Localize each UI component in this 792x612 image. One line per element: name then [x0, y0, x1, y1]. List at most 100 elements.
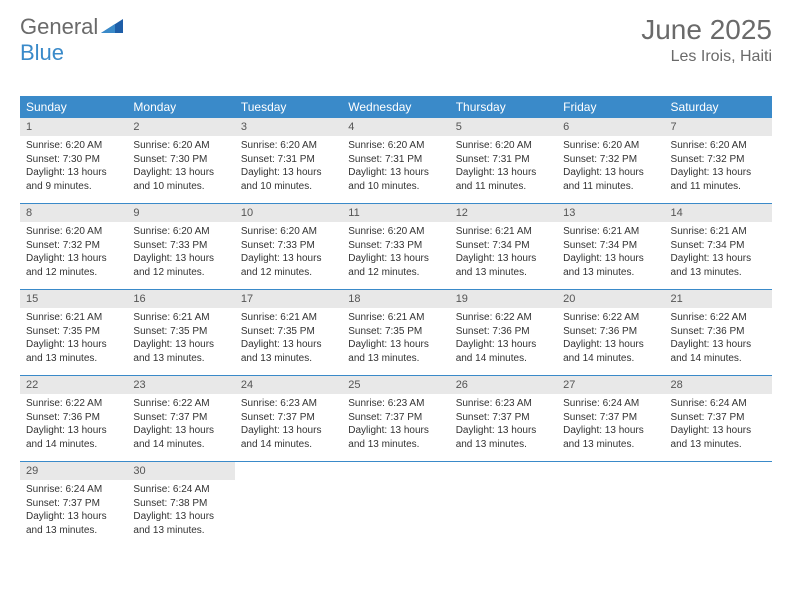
- calendar-cell: 1Sunrise: 6:20 AMSunset: 7:30 PMDaylight…: [20, 118, 127, 204]
- sunset-text: Sunset: 7:33 PM: [241, 239, 336, 253]
- daylight-text: Daylight: 13 hours: [133, 166, 228, 180]
- daylight-text: Daylight: 13 hours: [133, 510, 228, 524]
- day-details: Sunrise: 6:20 AMSunset: 7:30 PMDaylight:…: [20, 136, 127, 197]
- sunset-text: Sunset: 7:32 PM: [671, 153, 766, 167]
- sunrise-text: Sunrise: 6:21 AM: [671, 225, 766, 239]
- daylight-text: Daylight: 13 hours: [133, 252, 228, 266]
- calendar-row: 22Sunrise: 6:22 AMSunset: 7:36 PMDayligh…: [20, 376, 772, 462]
- sunrise-text: Sunrise: 6:21 AM: [456, 225, 551, 239]
- day-number: 18: [342, 290, 449, 308]
- daylight-text: Daylight: 13 hours: [241, 252, 336, 266]
- day-details: Sunrise: 6:23 AMSunset: 7:37 PMDaylight:…: [450, 394, 557, 455]
- daylight-text: and 14 minutes.: [563, 352, 658, 366]
- sunrise-text: Sunrise: 6:24 AM: [563, 397, 658, 411]
- weekday-header: Thursday: [450, 96, 557, 118]
- weekday-header: Sunday: [20, 96, 127, 118]
- daylight-text: and 13 minutes.: [456, 266, 551, 280]
- calendar-cell: 13Sunrise: 6:21 AMSunset: 7:34 PMDayligh…: [557, 204, 664, 290]
- daylight-text: and 10 minutes.: [241, 180, 336, 194]
- calendar-row: 29Sunrise: 6:24 AMSunset: 7:37 PMDayligh…: [20, 462, 772, 548]
- day-details: Sunrise: 6:24 AMSunset: 7:37 PMDaylight:…: [20, 480, 127, 541]
- day-details: Sunrise: 6:21 AMSunset: 7:35 PMDaylight:…: [235, 308, 342, 369]
- daylight-text: Daylight: 13 hours: [133, 338, 228, 352]
- daylight-text: Daylight: 13 hours: [563, 252, 658, 266]
- daylight-text: and 13 minutes.: [671, 266, 766, 280]
- calendar-cell: 11Sunrise: 6:20 AMSunset: 7:33 PMDayligh…: [342, 204, 449, 290]
- daylight-text: and 13 minutes.: [26, 352, 121, 366]
- sunset-text: Sunset: 7:35 PM: [348, 325, 443, 339]
- sunset-text: Sunset: 7:31 PM: [456, 153, 551, 167]
- calendar-row: 15 Sunrise: 6:21 AMSunset: 7:35 PMDayligh…: [20, 290, 772, 376]
- sunset-text: Sunset: 7:37 PM: [456, 411, 551, 425]
- daylight-text: Daylight: 13 hours: [26, 252, 121, 266]
- daylight-text: and 14 minutes.: [241, 438, 336, 452]
- calendar-cell: 28Sunrise: 6:24 AMSunset: 7:37 PMDayligh…: [665, 376, 772, 462]
- day-details: Sunrise: 6:20 AMSunset: 7:32 PMDaylight:…: [557, 136, 664, 197]
- sunset-text: Sunset: 7:32 PM: [26, 239, 121, 253]
- day-details: Sunrise: 6:20 AMSunset: 7:31 PMDaylight:…: [342, 136, 449, 197]
- day-number: 21: [665, 290, 772, 308]
- sunrise-text: Sunrise: 6:24 AM: [671, 397, 766, 411]
- sunrise-text: Sunrise: 6:20 AM: [671, 139, 766, 153]
- calendar-cell: 25Sunrise: 6:23 AMSunset: 7:37 PMDayligh…: [342, 376, 449, 462]
- daylight-text: Daylight: 13 hours: [26, 424, 121, 438]
- daylight-text: and 12 minutes.: [241, 266, 336, 280]
- day-number: 6: [557, 118, 664, 136]
- daylight-text: Daylight: 13 hours: [26, 338, 121, 352]
- sunset-text: Sunset: 7:37 PM: [133, 411, 228, 425]
- day-details: Sunrise: 6:20 AMSunset: 7:31 PMDaylight:…: [235, 136, 342, 197]
- sunset-text: Sunset: 7:32 PM: [563, 153, 658, 167]
- day-details: Sunrise: 6:22 AMSunset: 7:36 PMDaylight:…: [20, 394, 127, 455]
- weekday-header-row: Sunday Monday Tuesday Wednesday Thursday…: [20, 96, 772, 118]
- sunrise-text: Sunrise: 6:22 AM: [456, 311, 551, 325]
- calendar-cell: 15Sunrise: 6:21 AMSunset: 7:35 PMDayligh…: [20, 290, 127, 376]
- day-number: 13: [557, 204, 664, 222]
- day-number: 23: [127, 376, 234, 394]
- sunset-text: Sunset: 7:30 PM: [26, 153, 121, 167]
- daylight-text: Daylight: 13 hours: [241, 424, 336, 438]
- daylight-text: Daylight: 13 hours: [563, 338, 658, 352]
- daylight-text: and 10 minutes.: [133, 180, 228, 194]
- day-number: 28: [665, 376, 772, 394]
- logo-text-general: General: [20, 14, 98, 40]
- day-number: 1: [20, 118, 127, 136]
- sunrise-text: Sunrise: 6:22 AM: [563, 311, 658, 325]
- daylight-text: Daylight: 13 hours: [26, 166, 121, 180]
- day-number: 27: [557, 376, 664, 394]
- day-number: 26: [450, 376, 557, 394]
- day-number: 10: [235, 204, 342, 222]
- daylight-text: Daylight: 13 hours: [563, 424, 658, 438]
- calendar-cell: 20Sunrise: 6:22 AMSunset: 7:36 PMDayligh…: [557, 290, 664, 376]
- sunrise-text: Sunrise: 6:24 AM: [133, 483, 228, 497]
- day-number: 30: [127, 462, 234, 480]
- daylight-text: and 9 minutes.: [26, 180, 121, 194]
- day-details: Sunrise: 6:20 AMSunset: 7:32 PMDaylight:…: [665, 136, 772, 197]
- calendar-cell: 14Sunrise: 6:21 AMSunset: 7:34 PMDayligh…: [665, 204, 772, 290]
- sunset-text: Sunset: 7:38 PM: [133, 497, 228, 511]
- daylight-text: Daylight: 13 hours: [456, 424, 551, 438]
- day-number: 17: [235, 290, 342, 308]
- sunrise-text: Sunrise: 6:20 AM: [241, 225, 336, 239]
- sunrise-text: Sunrise: 6:23 AM: [241, 397, 336, 411]
- sunset-text: Sunset: 7:30 PM: [133, 153, 228, 167]
- day-details: Sunrise: 6:23 AMSunset: 7:37 PMDaylight:…: [342, 394, 449, 455]
- logo-blue-wrap: Blue: [20, 40, 64, 66]
- sunset-text: Sunset: 7:37 PM: [241, 411, 336, 425]
- daylight-text: and 12 minutes.: [133, 266, 228, 280]
- calendar-cell: [557, 462, 664, 548]
- daylight-text: Daylight: 13 hours: [456, 338, 551, 352]
- day-number: 19: [450, 290, 557, 308]
- daylight-text: Daylight: 13 hours: [671, 338, 766, 352]
- day-details: Sunrise: 6:20 AMSunset: 7:33 PMDaylight:…: [235, 222, 342, 283]
- daylight-text: Daylight: 13 hours: [671, 166, 766, 180]
- daylight-text: and 13 minutes.: [26, 524, 121, 538]
- day-details: Sunrise: 6:21 AMSunset: 7:34 PMDaylight:…: [450, 222, 557, 283]
- calendar-cell: 18Sunrise: 6:21 AMSunset: 7:35 PMDayligh…: [342, 290, 449, 376]
- weekday-header: Saturday: [665, 96, 772, 118]
- sunset-text: Sunset: 7:33 PM: [133, 239, 228, 253]
- sunset-text: Sunset: 7:37 PM: [671, 411, 766, 425]
- daylight-text: and 10 minutes.: [348, 180, 443, 194]
- sunrise-text: Sunrise: 6:20 AM: [133, 225, 228, 239]
- day-number: 15: [20, 290, 127, 308]
- daylight-text: Daylight: 13 hours: [563, 166, 658, 180]
